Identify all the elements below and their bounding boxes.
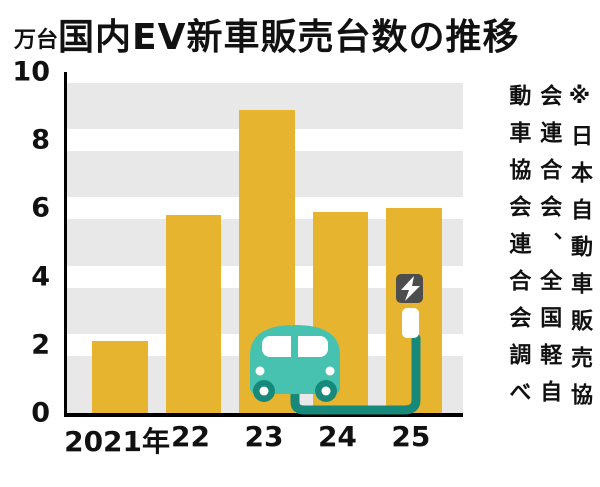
y-tick-2: 2 — [31, 329, 50, 361]
x-tick-24: 24 — [317, 420, 357, 453]
y-tick-6: 6 — [31, 192, 50, 224]
bar-23 — [239, 109, 295, 413]
y-axis-tick-labels: 0 2 4 6 8 10 — [0, 57, 54, 429]
page-title: 国内EV新車販売台数の推移 — [58, 17, 520, 58]
bar-25 — [386, 208, 442, 413]
bar-24 — [312, 211, 369, 413]
x-tick-2021年: 2021年 — [64, 425, 171, 458]
y-tick-8: 8 — [31, 124, 50, 156]
x-tick-22: 22 — [171, 420, 210, 453]
plot-area — [64, 72, 463, 417]
bar-22 — [165, 215, 222, 413]
x-tick-25: 25 — [391, 420, 431, 453]
source-note: ※日本自動車販売協会連合会、全国軽自動車協会連合会調べ — [505, 84, 592, 420]
bar-2021年 — [92, 341, 148, 413]
x-tick-23: 23 — [244, 420, 284, 453]
y-tick-0: 0 — [31, 397, 50, 429]
y-axis-unit-label: 万台 — [14, 28, 59, 53]
y-tick-4: 4 — [31, 261, 50, 293]
gridline-band-10 — [67, 72, 463, 83]
x-axis-tick-labels: 2021年 22 23 24 25 — [64, 418, 460, 462]
y-tick-10: 10 — [12, 56, 50, 88]
